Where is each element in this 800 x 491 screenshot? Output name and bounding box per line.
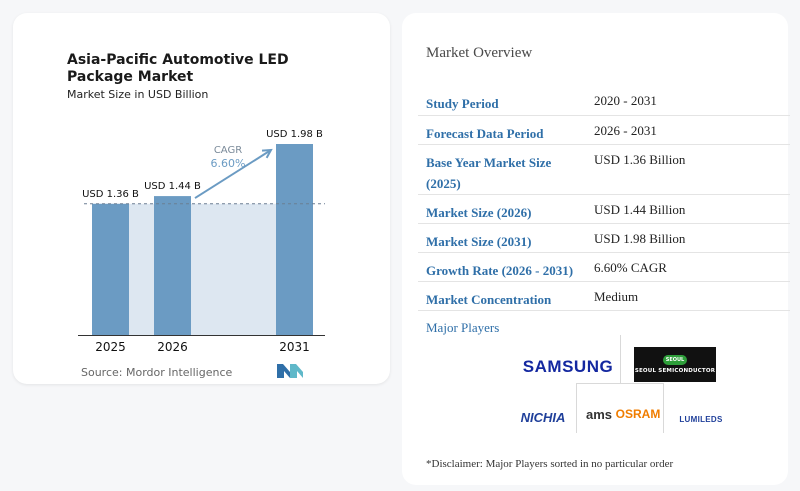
source-note: Source: Mordor Intelligence (81, 366, 233, 379)
market-facts-table: Study Period 2020 - 2031 Forecast Data Per… (418, 86, 790, 311)
overview-title: Market Overview (426, 45, 533, 61)
fact-label: Base Year Market Size (2025) (418, 144, 586, 195)
chart-subtitle: Market Size in USD Billion (67, 88, 209, 101)
fact-row: Growth Rate (2026 - 2031) 6.60% CAGR (418, 252, 790, 282)
samsung-logo: SAMSUNG (522, 357, 614, 376)
value-label: USD 1.98 B (266, 129, 323, 140)
fact-row: Market Concentration Medium (418, 281, 790, 311)
divider (663, 383, 664, 433)
cagr-arrow-line (194, 149, 272, 199)
fact-row: Market Size (2031) USD 1.98 Billion (418, 223, 790, 253)
mordor-logo-icon (277, 364, 303, 378)
fact-value: USD 1.98 Billion (586, 223, 790, 253)
fact-label: Study Period (418, 86, 586, 116)
chart-title: Asia-Pacific Automotive LED Package Mark… (67, 52, 289, 85)
value-label: USD 1.36 B (82, 189, 139, 200)
fact-label: Forecast Data Period (418, 115, 586, 145)
fact-row: Base Year Market Size (2025) USD 1.36 Bil… (418, 144, 790, 195)
bar (92, 203, 129, 335)
fact-value: Medium (586, 281, 790, 311)
cagr-value: 6.60% (211, 157, 246, 170)
fact-row: Market Size (2026) USD 1.44 Billion (418, 194, 790, 224)
value-label: USD 1.44 B (144, 181, 201, 192)
fact-row: Study Period 2020 - 2031 (418, 86, 790, 116)
divider (576, 383, 664, 384)
ams-logo: ams (585, 406, 613, 422)
fact-value: 2026 - 2031 (586, 115, 790, 145)
fact-row: Forecast Data Period 2026 - 2031 (418, 115, 790, 145)
fact-value: USD 1.36 Billion (586, 144, 790, 195)
osram-logo: OSRAM (615, 407, 661, 421)
disclaimer: *Disclaimer: Major Players sorted in no … (426, 458, 674, 470)
fact-label: Market Concentration (418, 281, 586, 311)
divider (620, 335, 621, 383)
fact-label: Market Size (2026) (418, 194, 586, 224)
seoul-badge: SEOUL (663, 355, 687, 365)
fact-label: Growth Rate (2026 - 2031) (418, 252, 586, 282)
category-label: 2031 (279, 340, 310, 354)
divider (576, 383, 577, 433)
lumileds-logo: LUMILEDS (679, 414, 723, 424)
seoul-semiconductor-logo: SEOUL SEOUL SEMICONDUCTOR (634, 347, 716, 382)
cagr-arrow-head (261, 148, 273, 159)
major-players-title: Major Players (426, 320, 500, 335)
fact-value: 6.60% CAGR (586, 252, 790, 282)
fact-value: 2020 - 2031 (586, 86, 790, 116)
fact-label: Market Size (2031) (418, 223, 586, 253)
category-label: 2025 (95, 340, 126, 354)
bar (154, 196, 191, 335)
nichia-logo: NICHIA (520, 409, 566, 425)
bar (276, 144, 313, 335)
seoul-logo-text: SEOUL SEMICONDUCTOR (634, 368, 716, 374)
fact-value: USD 1.44 Billion (586, 194, 790, 224)
cagr-label: CAGR (214, 145, 242, 156)
category-label: 2026 (157, 340, 188, 354)
